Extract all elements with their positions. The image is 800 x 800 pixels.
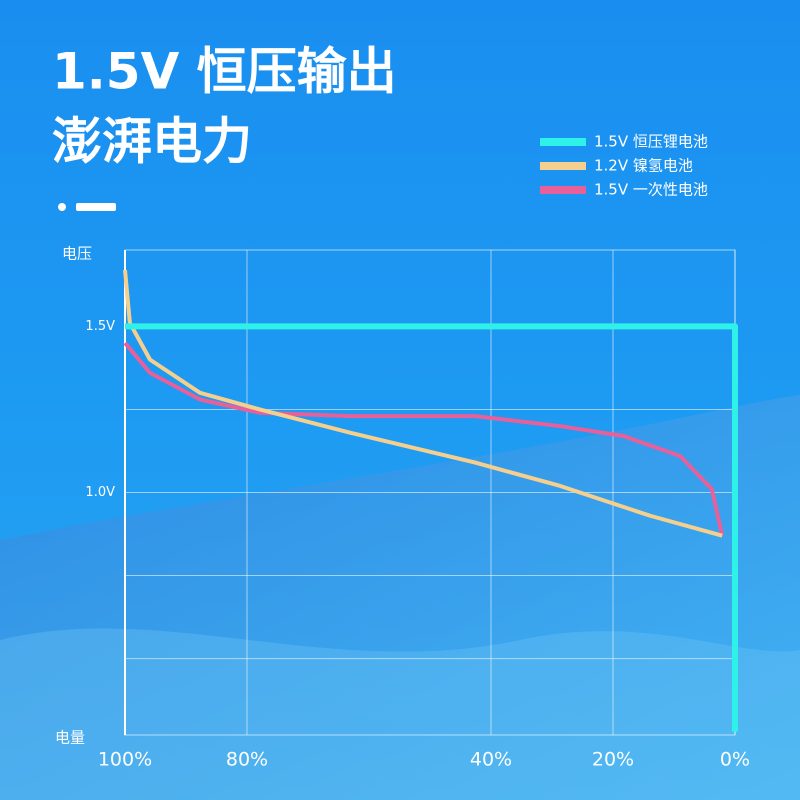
decoration-dot <box>58 203 66 211</box>
x-tick-label: 40% <box>470 749 512 771</box>
y-axis-label: 电压 <box>62 245 92 263</box>
legend-swatch <box>540 186 586 194</box>
legend-label: 1.2V 镍氢电池 <box>594 157 693 175</box>
background-wave <box>0 628 800 800</box>
legend-label: 1.5V 恒压锂电池 <box>594 133 708 151</box>
x-tick-label: 80% <box>226 749 268 771</box>
line <box>123 269 723 538</box>
y-tick-label: 1.0V <box>85 485 115 500</box>
subtitle: 澎湃电力 <box>52 113 252 171</box>
legend-swatch <box>540 138 586 146</box>
line <box>125 323 738 732</box>
legend-swatch <box>540 162 586 170</box>
y-tick-label: 1.5V <box>85 319 115 334</box>
title: 1.5V 恒压输出 <box>52 43 397 101</box>
x-tick-label: 20% <box>592 749 634 771</box>
x-tick-label: 0% <box>720 749 750 771</box>
x-axis-label: 电量 <box>55 729 85 747</box>
background-wave <box>0 395 800 800</box>
decoration-dash <box>76 203 116 211</box>
legend-label: 1.5V 一次性电池 <box>594 181 708 199</box>
x-tick-label: 100% <box>98 749 152 771</box>
line <box>123 341 725 537</box>
